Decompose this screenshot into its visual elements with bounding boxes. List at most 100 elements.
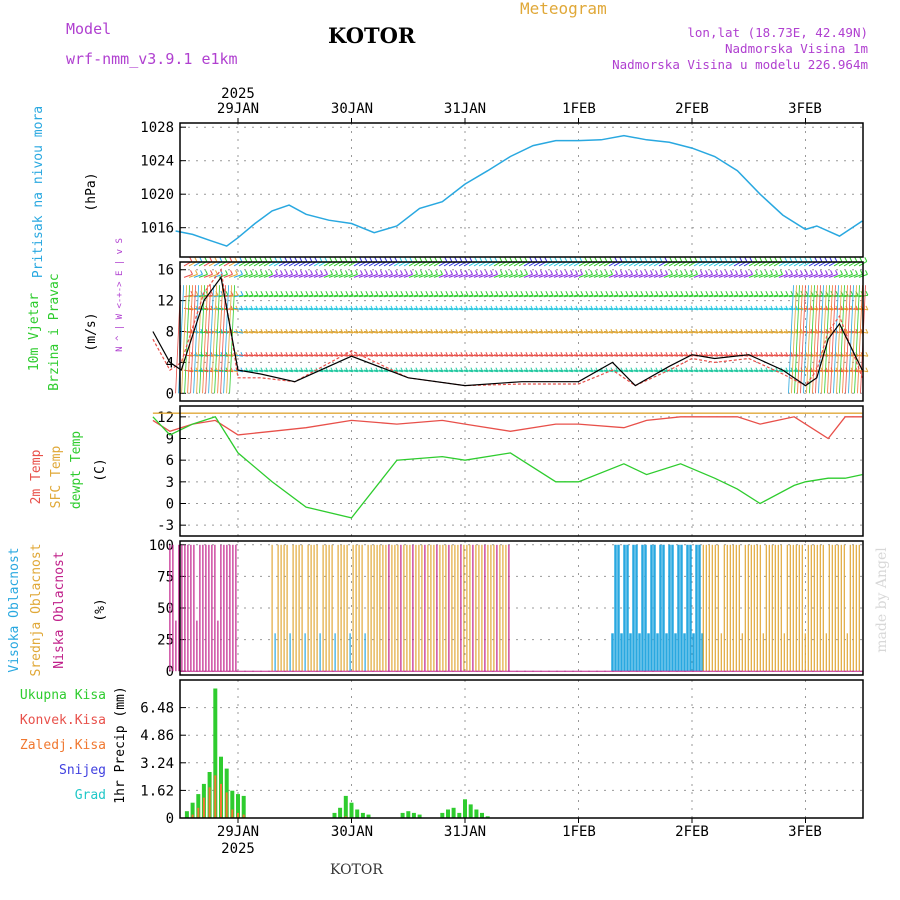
wind-barb xyxy=(413,307,423,311)
wind-barb-flag xyxy=(380,290,384,296)
wind-barb xyxy=(838,273,848,278)
wind-barb xyxy=(483,294,493,298)
wind-barb xyxy=(298,354,308,357)
wind-barb xyxy=(578,369,588,373)
wind-barb xyxy=(853,294,863,298)
wind-barb xyxy=(638,331,648,334)
wind-barb-flag xyxy=(334,257,338,262)
wind-barb-flag xyxy=(240,270,243,275)
precip-bar-conv xyxy=(225,792,228,818)
wind-barb xyxy=(718,273,728,278)
wind-barb xyxy=(803,369,813,373)
wind-barb xyxy=(568,331,578,334)
wind-barb xyxy=(363,369,373,373)
wind-barb xyxy=(283,369,293,373)
wind-barb-strong xyxy=(190,285,196,394)
wind-barb-flag xyxy=(560,290,564,296)
wind-barb xyxy=(378,331,388,334)
year-label-top: 2025 xyxy=(221,86,255,102)
wind-barb-flag xyxy=(545,270,548,275)
year-label-bottom: 2025 xyxy=(221,841,255,857)
wind-barb-flag xyxy=(280,290,284,296)
wind-barb xyxy=(408,369,418,373)
wind-barb xyxy=(698,294,708,298)
wind-barb-flag xyxy=(279,257,283,262)
wind-barb xyxy=(338,294,348,298)
wind-barb xyxy=(703,369,713,373)
wind-barb xyxy=(513,294,523,298)
wind-barb-flag xyxy=(290,290,294,296)
wind-barb xyxy=(198,331,208,334)
wind-barb-flag xyxy=(770,290,774,296)
wind-barb-flag xyxy=(470,270,473,275)
wind-barb xyxy=(733,369,743,373)
wind-barb xyxy=(318,294,328,298)
wind-barb-flag xyxy=(189,257,193,262)
wind-barb-flag xyxy=(375,290,379,296)
wind-barb xyxy=(473,354,483,357)
wind-barb-strong xyxy=(184,285,190,394)
wind-barb xyxy=(768,273,778,278)
wind-barb xyxy=(578,331,588,334)
wind-barb-flag xyxy=(484,257,488,262)
wind-barb xyxy=(433,369,443,373)
wind-barb xyxy=(218,354,228,357)
wind-barb-flag xyxy=(664,257,668,262)
wind-barb-flag xyxy=(785,270,788,275)
wind-barb-flag xyxy=(565,290,569,296)
wind-ylabel-main: 10m Vjetar xyxy=(27,293,42,371)
wind-barb xyxy=(763,369,773,373)
wind-barb xyxy=(743,331,753,334)
wind-barb xyxy=(698,307,708,311)
wind-barb xyxy=(208,307,218,311)
wind-barb-strong xyxy=(226,285,232,394)
wind-barb-flag xyxy=(390,290,394,296)
wind-barb xyxy=(638,369,648,373)
wind-barb-flag xyxy=(490,290,494,296)
wind-barb xyxy=(678,294,688,298)
wind-barb xyxy=(643,331,653,334)
wind-barb xyxy=(828,354,838,357)
wind-barb xyxy=(448,307,458,311)
wind-barb xyxy=(633,273,643,278)
wind-barb-flag xyxy=(699,257,703,262)
wind-barb-flag xyxy=(539,257,543,262)
wind-barb xyxy=(378,273,388,278)
wind-barb xyxy=(213,294,223,298)
wind-barb xyxy=(323,273,333,278)
wind-barb-flag xyxy=(410,290,414,296)
wind-barb xyxy=(208,331,218,334)
wind-barb-flag xyxy=(224,257,228,262)
wind-barb xyxy=(313,331,323,334)
wind-barb xyxy=(323,369,333,373)
wind-barb-flag xyxy=(660,270,663,275)
wind-barb-flag xyxy=(800,270,803,275)
wind-barb xyxy=(753,307,763,311)
wind-barb-flag xyxy=(269,257,273,262)
wind-barb xyxy=(813,307,823,311)
wind-barb xyxy=(583,331,593,334)
wind-barb xyxy=(498,354,508,357)
wind-barb xyxy=(673,294,683,298)
wind-barb xyxy=(303,294,313,298)
wind-barb-flag xyxy=(570,270,573,275)
wind-barb xyxy=(373,294,383,298)
wind-barb xyxy=(558,307,568,311)
wind-barb xyxy=(373,369,383,373)
wind-barb xyxy=(723,307,733,311)
wind-barb xyxy=(518,273,528,278)
wind-barb xyxy=(463,331,473,334)
wind-barb xyxy=(733,294,743,298)
wind-barb-flag xyxy=(624,257,628,262)
wind-ylabel-sub: Brzina i Pravac xyxy=(47,273,62,390)
wind-barb-flag xyxy=(670,290,674,296)
wind-barb xyxy=(538,331,548,334)
panel-frame xyxy=(179,405,864,537)
wind-barb-flag xyxy=(724,257,728,262)
wind-barb xyxy=(318,331,328,334)
wind-barb xyxy=(843,369,853,373)
wind-barb xyxy=(383,294,393,298)
wind-barb-flag xyxy=(579,257,583,262)
wind-barb xyxy=(478,294,488,298)
